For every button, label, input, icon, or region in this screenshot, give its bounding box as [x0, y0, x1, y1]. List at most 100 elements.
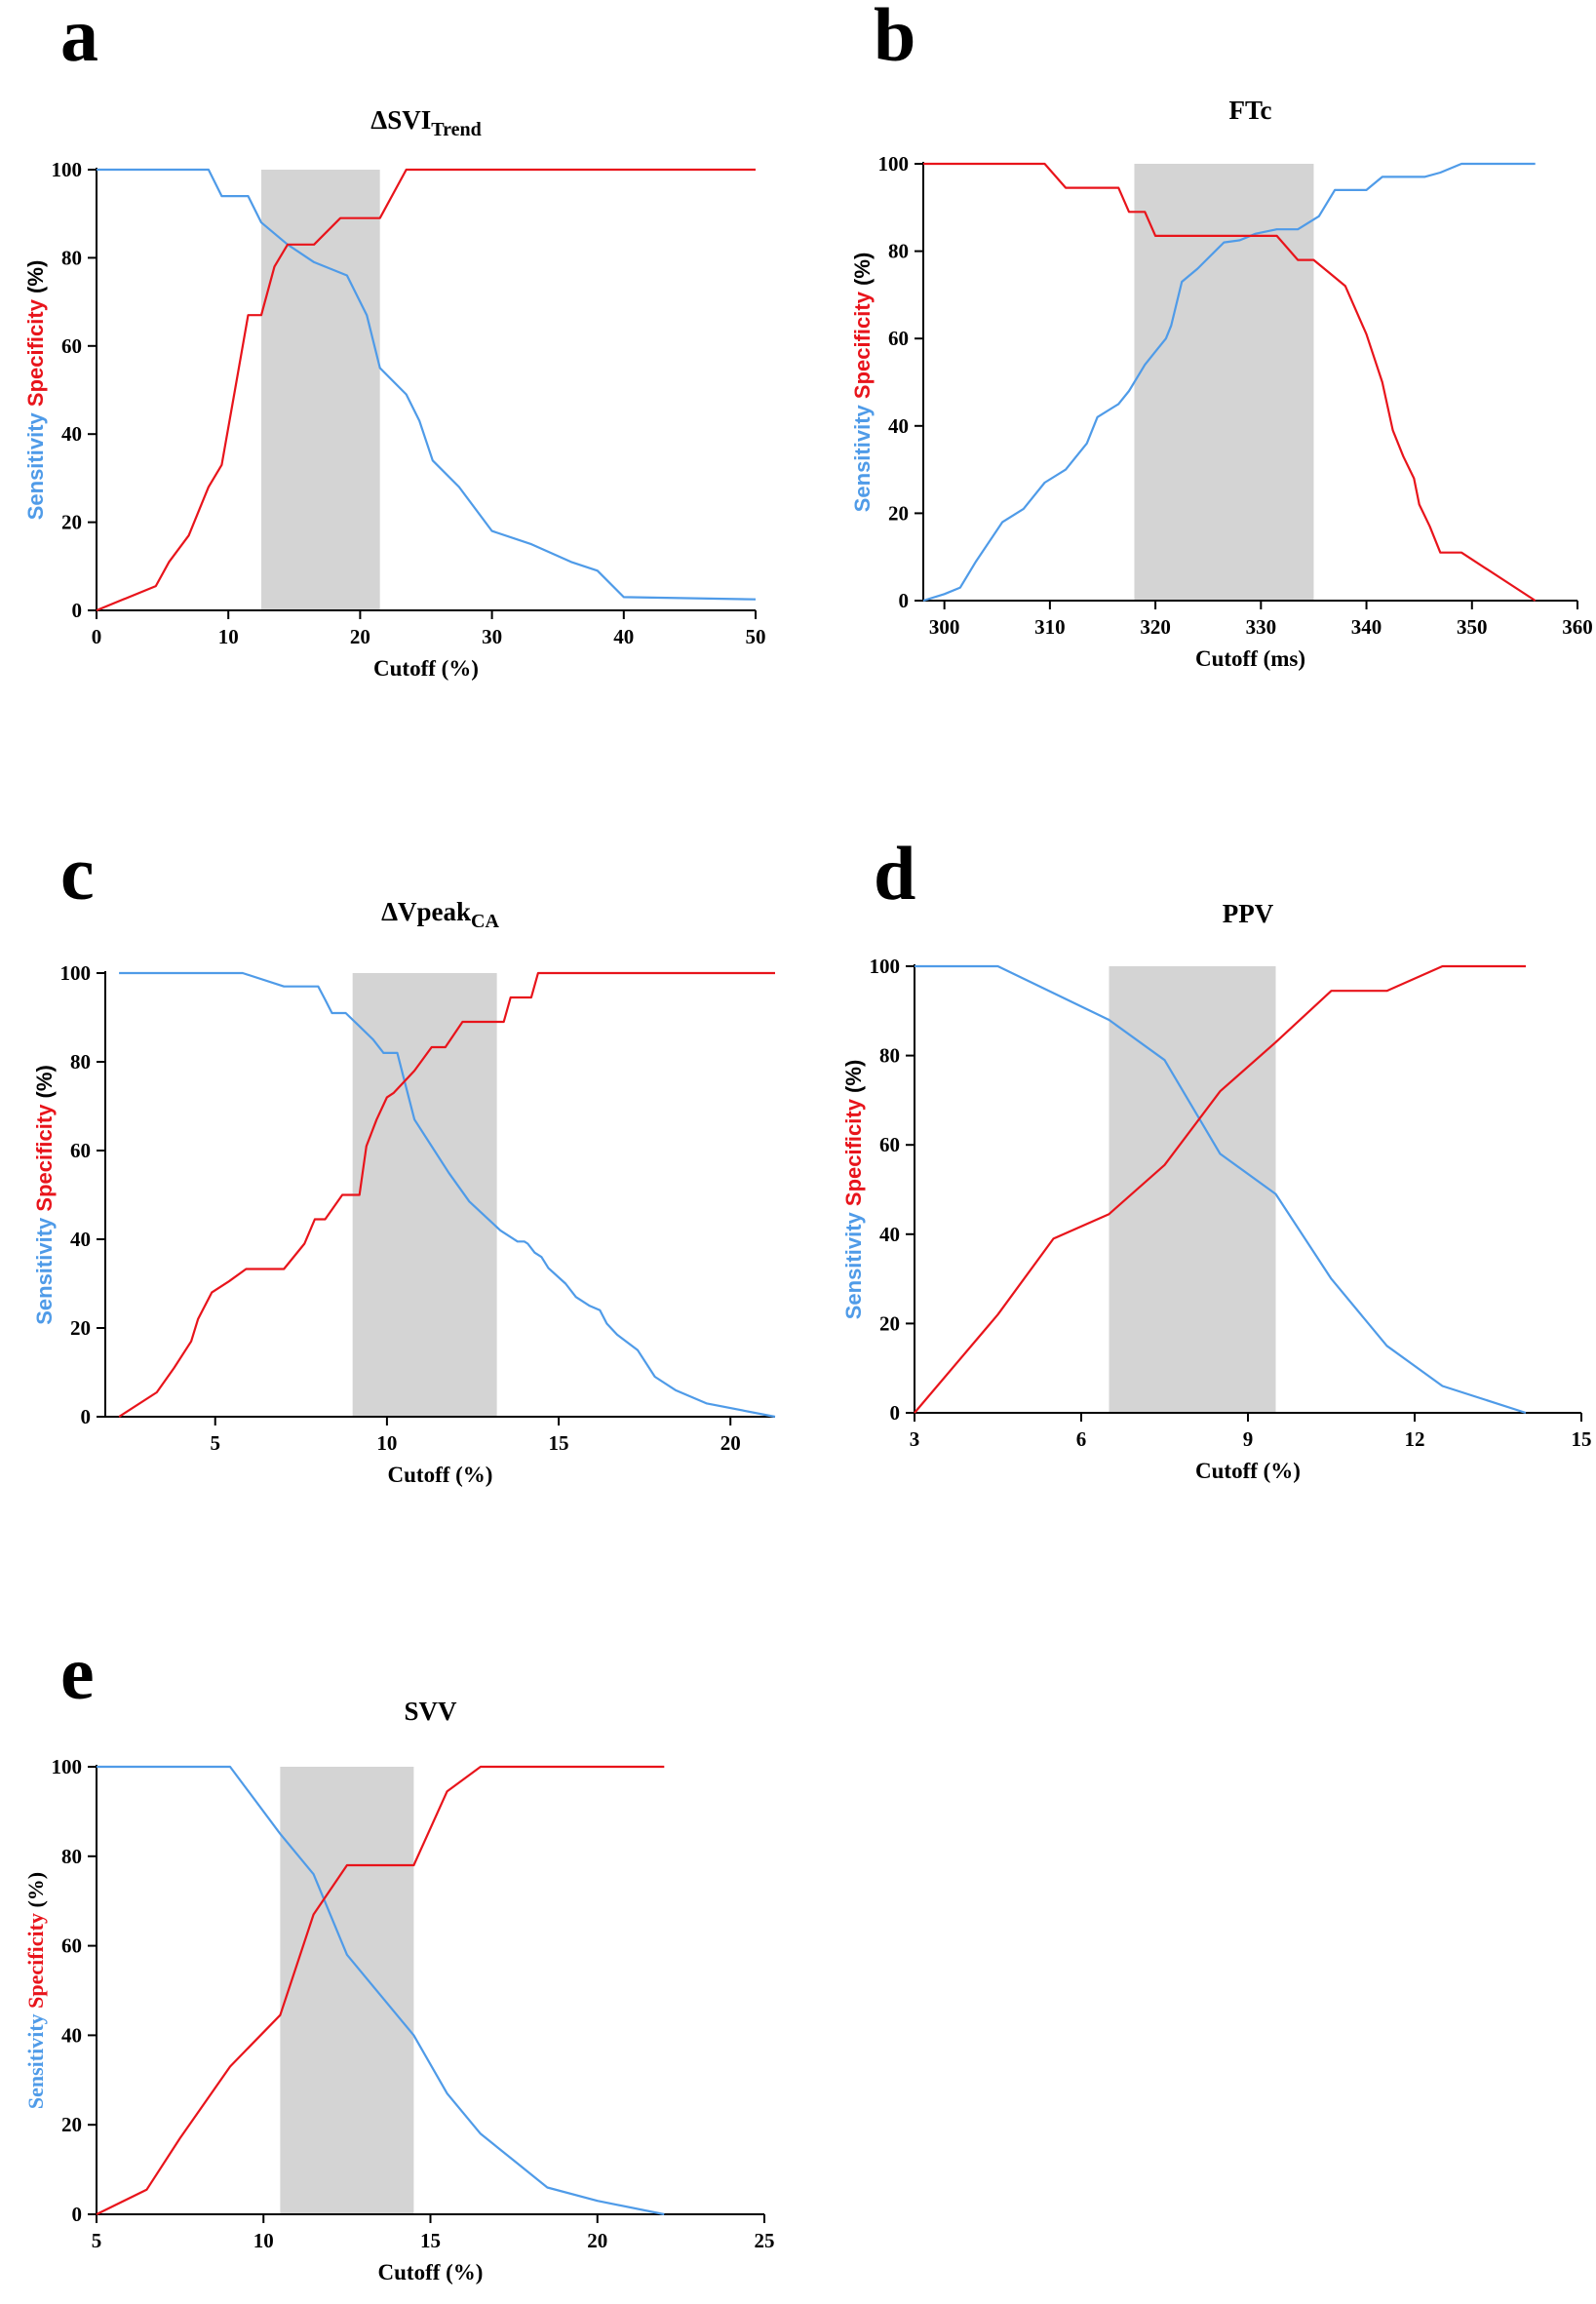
y-axis-label-unit: (%)	[841, 1060, 866, 1093]
x-tick-label: 15	[1572, 1427, 1592, 1451]
x-tick-label: 9	[1243, 1427, 1254, 1451]
series-line-specificity	[923, 162, 1537, 602]
chart-title-subscript: Trend	[431, 119, 482, 140]
x-tick-label: 360	[1562, 615, 1593, 639]
series-line-sensitivity	[97, 1765, 665, 2216]
chart-panel-b: b FTc 0 20 40 60 80 100 300 310 320 330 340 350 360 Cut…	[850, 0, 1593, 671]
y-axis-label: Sensitivity Specificity (%)	[850, 253, 875, 513]
x-tick-label: 300	[929, 615, 960, 639]
y-tick-label: 0	[890, 1401, 901, 1425]
chart-title: ΔSVITrend	[370, 105, 481, 140]
y-tick-label: 80	[61, 1845, 82, 1868]
y-axis-label-specificity: Specificity	[841, 1098, 866, 1206]
y-axis-label-sensitivity: Sensitivity	[850, 404, 875, 512]
x-tick-label: 20	[350, 625, 370, 648]
y-axis-label: Sensitivity Specificity (%)	[32, 1065, 57, 1325]
series-line-sensitivity	[915, 964, 1527, 1415]
chart-panel-a: a ΔSVITrend 0 20 40 60 80 100 0 10 20 30 40 50 Cutoff …	[23, 0, 766, 681]
x-axis-label: Cutoff (ms)	[1195, 646, 1305, 671]
chart-title: SVV	[404, 1697, 457, 1726]
chart-title-main: ΔSVI	[370, 105, 431, 135]
x-tick-label: 10	[218, 625, 239, 648]
chart-panel-c: c ΔVpeakCA 0 20 40 60 80 100 5 10 15 20 Cutoff (%) Se…	[32, 831, 776, 1487]
chart-panel-d: d PPV 0 20 40 60 80 100 3 6 9 12 15 Cutoff (%) Sensiti…	[841, 831, 1592, 1483]
x-tick-label: 15	[549, 1431, 569, 1455]
series-line-sensitivity	[97, 168, 757, 601]
y-axis-label-sensitivity: Sensitivity	[841, 1211, 866, 1319]
x-tick-label: 0	[92, 625, 102, 648]
y-tick-label: 60	[61, 1934, 82, 1958]
y-tick-label: 100	[870, 955, 901, 978]
y-tick-label: 40	[70, 1228, 91, 1251]
y-axis-label-specificity: Specificity	[32, 1104, 57, 1212]
y-tick-label: 40	[879, 1223, 900, 1246]
y-tick-label: 60	[61, 334, 82, 358]
x-axis-label: Cutoff (%)	[1195, 1459, 1301, 1483]
chart-title-main: SVV	[404, 1697, 457, 1726]
series-line-specificity	[96, 1765, 665, 2215]
x-axis-label: Cutoff (%)	[373, 656, 479, 681]
x-tick-label: 25	[755, 2229, 775, 2252]
y-axis-label-unit: (%)	[23, 1872, 48, 1908]
y-tick-label: 80	[879, 1044, 900, 1068]
chart-title: FTc	[1228, 96, 1271, 125]
y-tick-label: 20	[888, 501, 909, 525]
x-tick-label: 5	[92, 2229, 102, 2252]
y-tick-label: 20	[879, 1311, 900, 1335]
series-line-specificity	[96, 168, 756, 612]
chart-panel-e: e SVV 0 20 40 60 80 100 5 10 15 20 25 Cutoff (%) Sensi…	[23, 1630, 775, 2284]
y-axis-label: Sensitivity Specificity (%)	[841, 1060, 866, 1320]
y-tick-label: 60	[879, 1133, 900, 1156]
x-tick-label: 20	[720, 1431, 741, 1455]
y-tick-label: 40	[61, 422, 82, 446]
x-tick-label: 10	[253, 2229, 274, 2252]
x-tick-label: 20	[587, 2229, 607, 2252]
y-axis-label: Sensitivity Specificity (%)	[23, 1872, 48, 2109]
y-tick-label: 40	[61, 2023, 82, 2047]
x-tick-label: 310	[1034, 615, 1066, 639]
series-line-sensitivity	[119, 971, 776, 1419]
shaded-cutoff-range	[1109, 966, 1276, 1413]
y-tick-label: 60	[70, 1139, 91, 1162]
chart-title: PPV	[1223, 899, 1274, 928]
shaded-cutoff-range	[352, 973, 497, 1417]
y-tick-label: 0	[899, 589, 910, 612]
x-tick-label: 15	[420, 2229, 441, 2252]
x-axis-label: Cutoff (%)	[388, 1463, 493, 1487]
series-line-specificity	[118, 971, 775, 1418]
x-tick-label: 350	[1457, 615, 1488, 639]
y-axis-label-unit: (%)	[23, 260, 48, 293]
chart-title: ΔVpeakCA	[381, 897, 499, 932]
chart-title-subscript: CA	[471, 911, 499, 932]
shaded-cutoff-range	[261, 170, 380, 610]
y-tick-label: 20	[70, 1316, 91, 1340]
panel-letter: a	[60, 0, 98, 77]
y-axis-label-specificity: Specificity	[850, 291, 875, 399]
shaded-cutoff-range	[280, 1767, 414, 2214]
y-tick-label: 0	[72, 2203, 83, 2226]
chart-title-main: PPV	[1223, 899, 1274, 928]
y-tick-label: 20	[61, 511, 82, 534]
panel-letter: d	[874, 831, 915, 916]
y-tick-label: 80	[70, 1050, 91, 1074]
series-line-sensitivity	[922, 162, 1536, 603]
y-axis-label-unit: (%)	[32, 1065, 57, 1098]
x-tick-label: 3	[910, 1427, 920, 1451]
y-tick-label: 60	[888, 327, 909, 350]
y-tick-label: 80	[61, 246, 82, 269]
x-tick-label: 330	[1246, 615, 1277, 639]
x-tick-label: 320	[1140, 615, 1171, 639]
y-tick-label: 100	[60, 961, 92, 985]
y-tick-label: 0	[81, 1405, 92, 1428]
y-axis-label-specificity: Specificity	[23, 1913, 48, 2009]
y-tick-label: 40	[888, 414, 909, 438]
y-axis-label-sensitivity: Sensitivity	[32, 1217, 57, 1325]
y-axis-label-specificity: Specificity	[23, 298, 48, 407]
x-tick-label: 40	[613, 625, 634, 648]
y-axis-label-sensitivity: Sensitivity	[23, 2013, 48, 2109]
y-tick-label: 80	[888, 240, 909, 263]
y-tick-label: 100	[52, 1755, 83, 1778]
chart-title-main: FTc	[1228, 96, 1271, 125]
y-tick-label: 0	[72, 599, 83, 622]
